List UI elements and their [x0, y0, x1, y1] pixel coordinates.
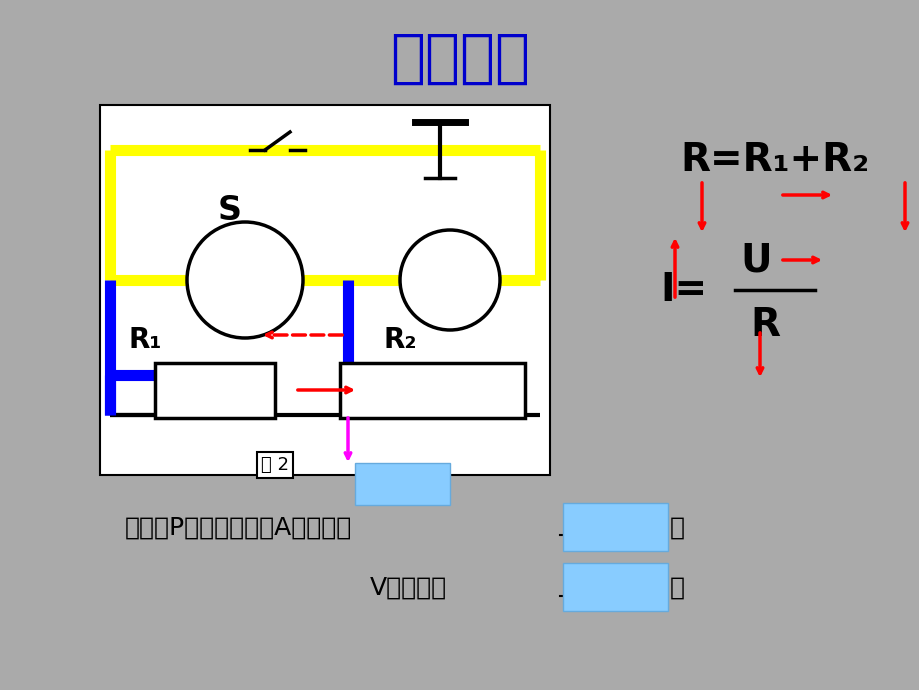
Bar: [562, 503, 667, 551]
Text: 图 2: 图 2: [261, 456, 289, 474]
Bar: [562, 563, 667, 611]
Text: A: A: [438, 266, 460, 294]
Text: I=: I=: [659, 271, 707, 309]
Bar: [355, 463, 449, 505]
Text: V表示数将: V表示数将: [369, 576, 447, 600]
Bar: [154, 363, 275, 418]
Circle shape: [400, 230, 499, 330]
Text: 变式训练: 变式训练: [390, 30, 529, 86]
Text: R₁: R₁: [128, 326, 162, 354]
Circle shape: [187, 222, 302, 338]
Text: 当滑片P向左移动时，A表示数将: 当滑片P向左移动时，A表示数将: [125, 516, 352, 540]
Text: 变小: 变小: [383, 469, 420, 498]
Text: 。: 。: [669, 576, 685, 600]
Text: 变大: 变大: [595, 511, 634, 544]
Text: R₂: R₂: [383, 326, 416, 354]
Text: R=R₁+R₂: R=R₁+R₂: [679, 141, 868, 179]
Text: U: U: [739, 241, 771, 279]
Text: ，: ，: [669, 516, 685, 540]
Text: S: S: [218, 193, 242, 226]
Text: V: V: [233, 266, 256, 295]
Bar: [340, 363, 525, 418]
Bar: [100, 105, 550, 475]
Text: R: R: [749, 306, 779, 344]
Text: 不变: 不变: [595, 571, 634, 604]
